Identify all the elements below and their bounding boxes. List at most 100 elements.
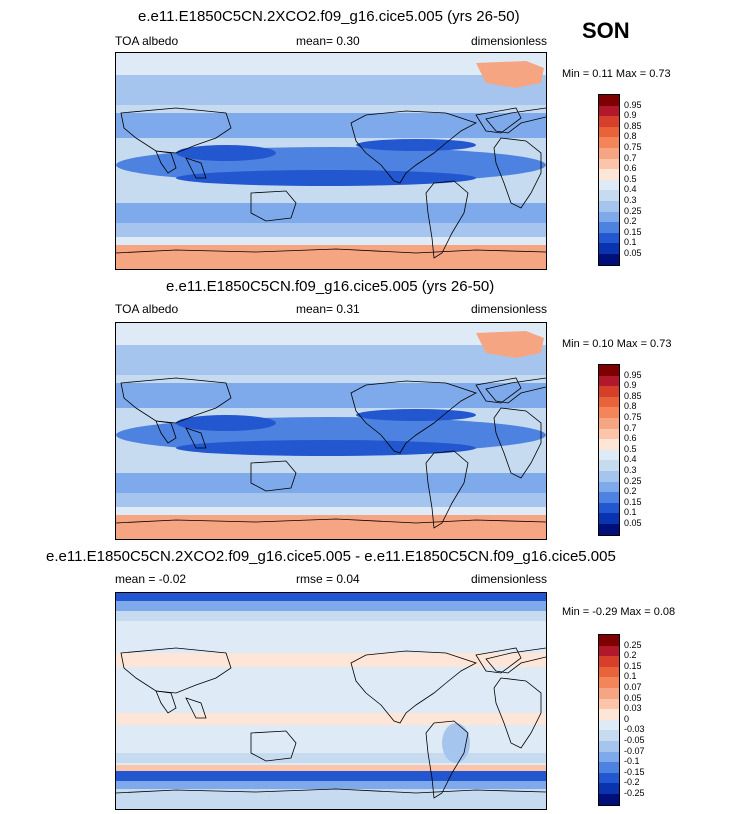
panel-1-minmax: Min = 0.11 Max = 0.73 — [562, 68, 671, 80]
colorbar-swatch — [599, 666, 619, 678]
colorbar-swatch — [599, 492, 619, 503]
colorbar-tick-label: -0.05 — [624, 735, 645, 745]
colorbar-tick-label: 0.15 — [624, 226, 642, 237]
colorbar-tick-label: 0.2 — [624, 486, 637, 497]
colorbar-swatch — [599, 698, 619, 710]
colorbar-tick-label: 0.85 — [624, 120, 642, 131]
panel-2-title: e.e11.E1850C5CN.f09_g16.cice5.005 (yrs 2… — [166, 278, 495, 295]
colorbar-swatch — [599, 783, 619, 794]
colorbar-swatch — [599, 105, 619, 117]
colorbar-swatch — [599, 222, 619, 233]
panel-3-map — [115, 592, 547, 810]
colorbar-swatch — [599, 793, 619, 805]
colorbar-tick-label: 0.8 — [624, 401, 637, 412]
colorbar-tick-label: 0.9 — [624, 380, 637, 391]
colorbar-tick-label: 0.75 — [624, 412, 642, 422]
colorbar-swatch — [599, 635, 619, 646]
colorbar-tick-label: 0.9 — [624, 110, 637, 121]
colorbar-tick-label: -0.15 — [624, 766, 645, 777]
colorbar-tick-label: 0.1 — [624, 237, 637, 248]
colorbar-swatch — [599, 687, 619, 699]
colorbar-tick-label: 0.3 — [624, 465, 637, 475]
colorbar-swatch — [599, 179, 619, 191]
panel-2-colorbar — [598, 364, 620, 536]
colorbar-tick-label: -0.1 — [624, 756, 640, 767]
colorbar-tick-label: 0.3 — [624, 195, 637, 205]
colorbar-swatch — [599, 762, 619, 773]
colorbar-swatch — [599, 513, 619, 524]
panel-1-title: e.e11.E1850C5CN.2XCO2.f09_g16.cice5.005 … — [138, 8, 520, 25]
colorbar-tick-label: 0.25 — [624, 475, 642, 486]
panel-3-minmax: Min = -0.29 Max = 0.08 — [562, 606, 676, 618]
colorbar-tick-label: 0.4 — [624, 184, 637, 195]
panel-1-map — [115, 52, 547, 270]
panel-1-colorbar — [598, 94, 620, 266]
colorbar-swatch — [599, 386, 619, 397]
colorbar-tick-label: 0.95 — [624, 99, 642, 110]
colorbar-swatch — [599, 677, 619, 688]
colorbar-tick-label: -0.07 — [624, 745, 645, 756]
colorbar-tick-label: -0.03 — [624, 724, 645, 735]
colorbar-swatch — [599, 200, 619, 212]
colorbar-tick-label: 0.1 — [624, 507, 637, 518]
colorbar-tick-label: 0.7 — [624, 422, 637, 433]
colorbar-swatch — [599, 396, 619, 408]
colorbar-swatch — [599, 772, 619, 784]
colorbar-tick-label: 0.1 — [624, 671, 637, 682]
colorbar-swatch — [599, 645, 619, 657]
panel-2-minmax: Min = 0.10 Max = 0.73 — [562, 338, 672, 350]
colorbar-swatch — [599, 730, 619, 741]
colorbar-swatch — [599, 751, 619, 763]
panel-3-colorbar — [598, 634, 620, 806]
colorbar-tick-label: 0.75 — [624, 142, 642, 152]
colorbar-swatch — [599, 740, 619, 752]
colorbar-swatch — [599, 158, 619, 170]
colorbar-swatch — [599, 656, 619, 667]
colorbar-swatch — [599, 460, 619, 471]
colorbar-swatch — [599, 169, 619, 180]
colorbar-tick-label: 0.15 — [624, 496, 642, 507]
colorbar-swatch — [599, 95, 619, 106]
colorbar-tick-label: 0.15 — [624, 660, 642, 671]
colorbar-swatch — [599, 375, 619, 387]
colorbar-swatch — [599, 116, 619, 127]
colorbar-swatch — [599, 147, 619, 159]
panel-2-variable: TOA albedo — [115, 302, 179, 316]
colorbar-swatch — [599, 523, 619, 535]
panel-3-rmse: rmse = 0.04 — [296, 572, 360, 586]
colorbar-tick-label: 0.7 — [624, 152, 637, 163]
colorbar-tick-label: 0.8 — [624, 131, 637, 142]
colorbar-swatch — [599, 470, 619, 482]
colorbar-tick-label: 0.05 — [624, 692, 642, 703]
colorbar-tick-label: 0.25 — [624, 205, 642, 216]
panel-2-units: dimensionless — [471, 302, 548, 316]
colorbar-tick-label: 0.5 — [624, 173, 637, 184]
colorbar-swatch — [599, 428, 619, 440]
colorbar-swatch — [599, 407, 619, 418]
colorbar-tick-label: -0.25 — [624, 788, 645, 798]
colorbar-swatch — [599, 190, 619, 201]
colorbar-swatch — [599, 126, 619, 138]
colorbar-tick-label: 0.6 — [624, 163, 637, 174]
colorbar-tick-label: 0.85 — [624, 390, 642, 401]
colorbar-tick-label: 0.6 — [624, 433, 637, 444]
colorbar-tick-label: 0.2 — [624, 216, 637, 227]
season-label: SON — [582, 18, 630, 43]
colorbar-swatch — [599, 502, 619, 514]
panel-1-mean: mean= 0.30 — [296, 34, 360, 48]
colorbar-swatch — [599, 449, 619, 461]
panel-1-variable: TOA albedo — [115, 34, 179, 48]
colorbar-swatch — [599, 211, 619, 223]
colorbar-swatch — [599, 719, 619, 731]
colorbar-swatch — [599, 481, 619, 493]
colorbar-tick-label: 0.07 — [624, 682, 642, 692]
colorbar-tick-label: 0.4 — [624, 454, 637, 465]
panel-2-mean: mean= 0.31 — [296, 302, 360, 316]
colorbar-tick-label: 0 — [624, 713, 630, 724]
colorbar-swatch — [599, 417, 619, 429]
colorbar-swatch — [599, 253, 619, 265]
colorbar-tick-label: 0.25 — [624, 639, 642, 650]
colorbar-tick-label: 0.05 — [624, 518, 642, 528]
colorbar-tick-label: 0.95 — [624, 369, 642, 380]
colorbar-swatch — [599, 365, 619, 376]
